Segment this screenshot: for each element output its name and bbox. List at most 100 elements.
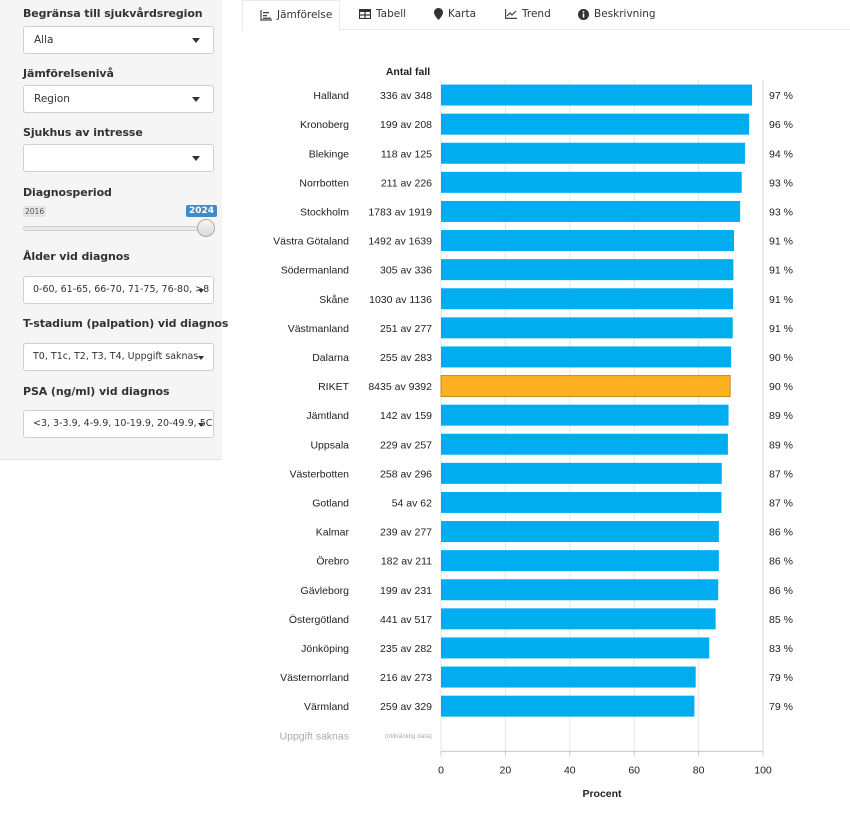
category-label: Halland: [313, 90, 349, 102]
table-icon: [359, 9, 371, 19]
value-label: 96 %: [769, 119, 793, 131]
psa-select[interactable]: <3, 3-3.9, 4-9.9, 10-19.9, 20-49.9, 5C: [23, 410, 214, 438]
bar: [441, 637, 710, 659]
x-tick-label: 100: [754, 764, 772, 776]
tab-jamforelse[interactable]: Jämförelse: [242, 0, 340, 31]
line-chart-icon: [505, 9, 517, 19]
bar: [441, 404, 729, 426]
value-label: 93 %: [769, 177, 793, 189]
count-label: 258 av 296: [380, 468, 432, 480]
count-column-header: Antal fall: [386, 66, 430, 78]
category-label: Västernorrland: [280, 672, 349, 684]
category-label: Kronoberg: [300, 119, 349, 131]
count-label: 239 av 277: [380, 527, 432, 539]
count-label: 305 av 336: [380, 265, 432, 277]
value-label: 91 %: [769, 294, 793, 306]
tab-karta[interactable]: Karta: [434, 0, 476, 30]
bar: [441, 550, 719, 572]
slider-min-label: 2016: [23, 206, 47, 217]
region-filter-label: Begränsa till sjukvårdsregion: [23, 7, 203, 20]
caret-down-icon: [198, 289, 204, 293]
category-label: Stockholm: [300, 206, 349, 218]
bar-riket: [440, 375, 731, 398]
category-label: Kalmar: [316, 527, 350, 539]
bar: [441, 346, 732, 368]
category-label: Norrbotten: [299, 177, 349, 189]
caret-down-icon: [192, 156, 200, 161]
value-label: 97 %: [769, 90, 793, 102]
value-label: 79 %: [769, 672, 793, 684]
diagnosis-period-group: Diagnosperiod 2016 2024: [23, 186, 217, 237]
info-icon: [578, 8, 589, 20]
tab-label: Beskrivning: [594, 8, 656, 20]
age-label: Ålder vid diagnos: [23, 250, 130, 263]
x-tick-label: 40: [564, 764, 576, 776]
tab-beskrivning[interactable]: Beskrivning: [578, 0, 656, 30]
count-label: 229 av 257: [380, 439, 432, 451]
bar: [441, 521, 719, 543]
value-label: 93 %: [769, 206, 793, 218]
label-layer: 0 20 40 60 80 100 Halland 336 av 348 97 % Kronobe…: [273, 90, 793, 776]
age-select[interactable]: 0-60, 61-65, 66-70, 71-75, 76-80, >8: [23, 276, 214, 304]
bar: [441, 579, 719, 601]
bar: [441, 491, 722, 513]
caret-down-icon: [192, 97, 200, 102]
count-label: 441 av 517: [380, 614, 432, 626]
category-label: Dalarna: [312, 352, 349, 364]
category-label: Gotland: [312, 497, 349, 509]
bar: [441, 200, 741, 222]
x-tick-label: 20: [500, 764, 512, 776]
tab-trend[interactable]: Trend: [505, 0, 551, 30]
bar: [441, 695, 695, 717]
value-label: 83 %: [769, 643, 793, 655]
t-stage-group: T-stadium (palpation) vid diagnos T0, T1…: [23, 317, 228, 371]
count-label: 1030 av 1136: [369, 294, 432, 306]
bar: [441, 666, 696, 688]
category-label: Västmanland: [288, 323, 349, 335]
value-label: 86 %: [769, 585, 793, 597]
bar: [441, 259, 734, 281]
tab-tabell[interactable]: Tabell: [359, 0, 406, 30]
bar: [441, 230, 735, 252]
tab-bar: Jämförelse Tabell Karta Trend Beskrivnin…: [242, 0, 850, 31]
count-label: 255 av 283: [380, 352, 432, 364]
psa-label: PSA (ng/ml) vid diagnos: [23, 385, 170, 398]
value-label: 94 %: [769, 148, 793, 160]
t-stage-select[interactable]: T0, T1c, T2, T3, T4, Uppgift saknas: [23, 343, 214, 371]
comparison-level-label: Jämförelsenivå: [23, 67, 114, 80]
x-axis-title: Procent: [582, 788, 622, 800]
hospital-label: Sjukhus av intresse: [23, 126, 143, 139]
x-tick-label: 80: [693, 764, 705, 776]
bar-chart-icon: [260, 9, 272, 21]
caret-down-icon: [198, 356, 204, 360]
value-label: 89 %: [769, 439, 793, 451]
value-label: 85 %: [769, 614, 793, 626]
caret-down-icon: [198, 423, 204, 427]
category-label: Östergötland: [289, 614, 349, 626]
count-label: 259 av 329: [380, 701, 432, 713]
value-label: 87 %: [769, 497, 793, 509]
region-filter-select[interactable]: Alla: [23, 26, 214, 54]
count-label: 142 av 159: [380, 410, 432, 422]
bar: [441, 113, 750, 135]
category-label: Södermanland: [281, 265, 349, 277]
value-label: 91 %: [769, 265, 793, 277]
tab-label: Jämförelse: [277, 9, 333, 21]
comparison-level-select[interactable]: Region: [23, 85, 214, 113]
hospital-select[interactable]: [23, 144, 214, 172]
sidebar: Begränsa till sjukvårdsregion Alla Jämfö…: [0, 0, 228, 460]
count-label: (otillräcklig data): [385, 733, 432, 740]
comparison-level-value: Region: [34, 93, 70, 105]
bar: [441, 142, 745, 164]
category-label: Jönköping: [301, 643, 349, 655]
diagnosis-period-slider-handle[interactable]: [197, 219, 215, 237]
comparison-level-group: Jämförelsenivå Region: [23, 67, 214, 113]
count-label: 211 av 226: [381, 177, 432, 189]
x-tick-label: 60: [628, 764, 640, 776]
psa-value: <3, 3-3.9, 4-9.9, 10-19.9, 20-49.9, 5C: [33, 418, 213, 429]
count-label: 8435 av 9392: [368, 381, 432, 393]
slider-value-label: 2024: [185, 205, 217, 217]
diagnosis-period-label: Diagnosperiod: [23, 186, 112, 199]
